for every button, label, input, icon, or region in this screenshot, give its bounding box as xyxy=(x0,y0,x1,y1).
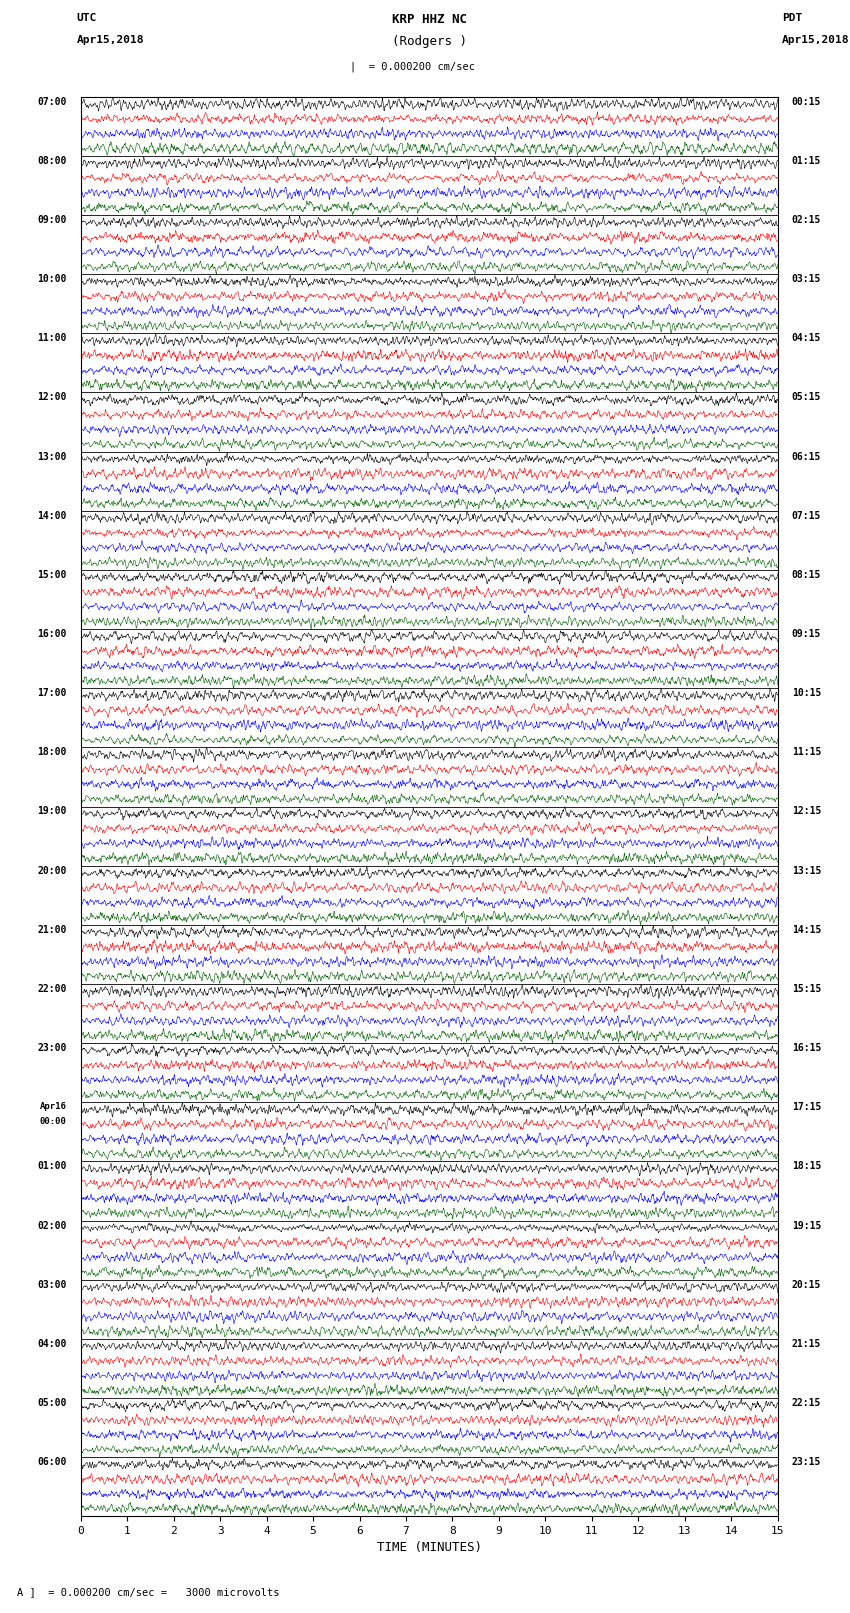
Text: (Rodgers ): (Rodgers ) xyxy=(392,35,467,48)
Text: A ]  = 0.000200 cm/sec =   3000 microvolts: A ] = 0.000200 cm/sec = 3000 microvolts xyxy=(17,1587,280,1597)
Text: 22:00: 22:00 xyxy=(37,984,67,994)
Text: 14:15: 14:15 xyxy=(791,924,821,936)
Text: 20:00: 20:00 xyxy=(37,866,67,876)
Text: 04:15: 04:15 xyxy=(791,334,821,344)
Text: 05:15: 05:15 xyxy=(791,392,821,403)
Text: 15:15: 15:15 xyxy=(791,984,821,994)
Text: 09:00: 09:00 xyxy=(37,215,67,226)
Text: 00:15: 00:15 xyxy=(791,97,821,106)
Text: 13:00: 13:00 xyxy=(37,452,67,461)
Text: 11:15: 11:15 xyxy=(791,747,821,758)
Text: 15:00: 15:00 xyxy=(37,569,67,581)
Text: KRP HHZ NC: KRP HHZ NC xyxy=(392,13,467,26)
Text: 05:00: 05:00 xyxy=(37,1398,67,1408)
Text: 21:00: 21:00 xyxy=(37,924,67,936)
Text: 16:00: 16:00 xyxy=(37,629,67,639)
Text: 17:00: 17:00 xyxy=(37,689,67,698)
Text: 21:15: 21:15 xyxy=(791,1339,821,1348)
Text: 13:15: 13:15 xyxy=(791,866,821,876)
X-axis label: TIME (MINUTES): TIME (MINUTES) xyxy=(377,1542,482,1555)
Text: Apr16: Apr16 xyxy=(40,1102,67,1111)
Text: 19:15: 19:15 xyxy=(791,1221,821,1231)
Text: 12:15: 12:15 xyxy=(791,806,821,816)
Text: 17:15: 17:15 xyxy=(791,1102,821,1113)
Text: 01:00: 01:00 xyxy=(37,1161,67,1171)
Text: 02:00: 02:00 xyxy=(37,1221,67,1231)
Text: 09:15: 09:15 xyxy=(791,629,821,639)
Text: 07:00: 07:00 xyxy=(37,97,67,106)
Text: 08:15: 08:15 xyxy=(791,569,821,581)
Text: 08:00: 08:00 xyxy=(37,156,67,166)
Text: 00:00: 00:00 xyxy=(40,1118,67,1126)
Text: 22:15: 22:15 xyxy=(791,1398,821,1408)
Text: 02:15: 02:15 xyxy=(791,215,821,226)
Text: |  = 0.000200 cm/sec: | = 0.000200 cm/sec xyxy=(349,61,475,73)
Text: 23:15: 23:15 xyxy=(791,1457,821,1468)
Text: 16:15: 16:15 xyxy=(791,1044,821,1053)
Text: Apr15,2018: Apr15,2018 xyxy=(782,35,849,45)
Text: 10:00: 10:00 xyxy=(37,274,67,284)
Text: 03:15: 03:15 xyxy=(791,274,821,284)
Text: UTC: UTC xyxy=(76,13,97,23)
Text: Apr15,2018: Apr15,2018 xyxy=(76,35,144,45)
Text: 03:00: 03:00 xyxy=(37,1279,67,1290)
Text: 14:00: 14:00 xyxy=(37,511,67,521)
Text: 18:00: 18:00 xyxy=(37,747,67,758)
Text: 06:15: 06:15 xyxy=(791,452,821,461)
Text: 04:00: 04:00 xyxy=(37,1339,67,1348)
Text: 01:15: 01:15 xyxy=(791,156,821,166)
Text: 12:00: 12:00 xyxy=(37,392,67,403)
Text: 18:15: 18:15 xyxy=(791,1161,821,1171)
Text: 23:00: 23:00 xyxy=(37,1044,67,1053)
Text: 10:15: 10:15 xyxy=(791,689,821,698)
Text: 20:15: 20:15 xyxy=(791,1279,821,1290)
Text: 11:00: 11:00 xyxy=(37,334,67,344)
Text: PDT: PDT xyxy=(782,13,802,23)
Text: 06:00: 06:00 xyxy=(37,1457,67,1468)
Text: 07:15: 07:15 xyxy=(791,511,821,521)
Text: 19:00: 19:00 xyxy=(37,806,67,816)
